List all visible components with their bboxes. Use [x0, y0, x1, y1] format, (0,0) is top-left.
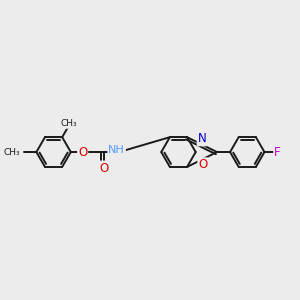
- Text: NH: NH: [108, 145, 125, 154]
- Text: CH₃: CH₃: [4, 148, 20, 157]
- Text: CH₃: CH₃: [61, 119, 77, 128]
- Text: O: O: [99, 161, 108, 175]
- Text: O: O: [78, 146, 87, 158]
- Text: F: F: [274, 146, 281, 158]
- Text: N: N: [198, 132, 206, 146]
- Text: O: O: [198, 158, 208, 171]
